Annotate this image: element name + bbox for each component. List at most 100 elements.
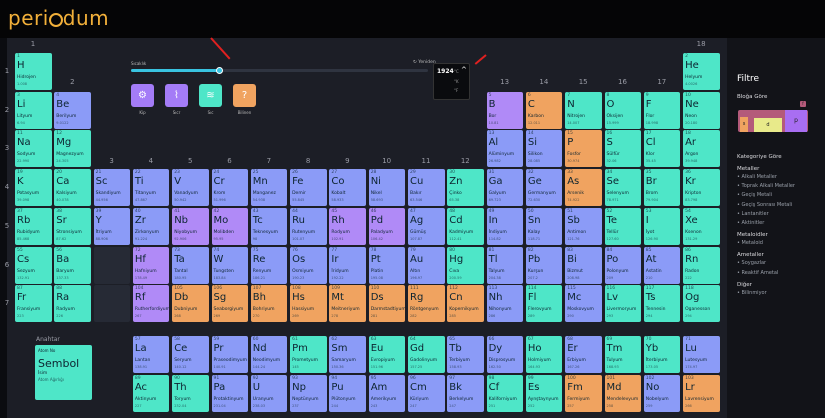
element-f[interactable]: 9 F Flor 18.998 [643, 91, 681, 129]
element-rg[interactable]: 111 Rg Röntgenyum 282 [408, 285, 445, 323]
element-ce[interactable]: 58 Ce Seryum 140.12 [172, 336, 209, 373]
element-cd[interactable]: 48 Cd Kadmiyum 112.41 [447, 207, 484, 245]
element-lu[interactable]: 71 Lu Lutesyum 174.97 [683, 336, 720, 373]
element-he[interactable]: 2 He Helyum 4.0026 [683, 53, 720, 90]
unit-fahrenheit[interactable]: °F [454, 88, 459, 93]
element-bk[interactable]: 97 Bk Berkelyum 247 [447, 374, 484, 412]
element-tl[interactable]: 81 Tl Talyum 204.38 [486, 246, 524, 284]
element-th[interactable]: 90 Th Toryum 232.04 [172, 374, 209, 412]
element-pa[interactable]: 91 Pa Protaktinyum 231.04 [211, 374, 248, 412]
element-as[interactable]: 33 As Arsenik 74.922 [565, 169, 602, 207]
element-u[interactable]: 92 U Uranyum 238.03 [250, 374, 288, 412]
element-sc[interactable]: 21 Sc Skandiyum 44.956 [93, 169, 131, 207]
element-lr[interactable]: 103 Lr Lavrensiyum 266 [683, 374, 720, 412]
element-gd[interactable]: 64 Gd Gadolinyum 157.25 [408, 336, 445, 373]
element-si[interactable]: 14 Si Silikon 28.085 [525, 130, 563, 168]
element-cl[interactable]: 17 Cl Klor 35.45 [643, 130, 681, 168]
element-mc[interactable]: 115 Mc Moskovyum 290 [565, 285, 602, 323]
element-rf[interactable]: 104 Rf Rutherfordiyum 267 [132, 285, 170, 323]
element-n[interactable]: 7 N Nitrojen 14.007 [565, 91, 602, 129]
category-filter-item[interactable]: • Geçiş Sonrası Metali [737, 201, 793, 208]
unit-kelvin[interactable]: °K [454, 79, 459, 84]
category-filter-item[interactable]: • Bilinmiyor [737, 289, 767, 296]
element-yb[interactable]: 70 Yb İterbiyum 173.05 [643, 336, 681, 373]
element-nd[interactable]: 60 Nd Neodimyum 144.24 [250, 336, 288, 373]
element-pb[interactable]: 82 Pb Kurşun 207.2 [525, 246, 563, 284]
element-rb[interactable]: 37 Rb Rubidyum 85.468 [15, 207, 52, 245]
element-se[interactable]: 34 Se Selenyum 78.971 [604, 169, 641, 207]
element-hg[interactable]: 80 Hg Cıva 200.59 [447, 246, 484, 284]
element-ne[interactable]: 10 Ne Neon 20.180 [683, 91, 720, 129]
element-md[interactable]: 101 Md Mendelevyum 258 [604, 374, 641, 412]
element-la[interactable]: 57 La Lantan 138.91 [132, 336, 170, 373]
view-button-0[interactable]: ⚙ [131, 84, 154, 107]
element-ag[interactable]: 47 Ag Gümüş 107.87 [408, 207, 445, 245]
element-o[interactable]: 8 O Oksijen 15.999 [604, 91, 641, 129]
element-ba[interactable]: 56 Ba Baryum 137.33 [54, 246, 91, 284]
year-display[interactable]: 1924 °C ^ °K °F [433, 63, 470, 100]
element-b[interactable]: 5 B Bor 10.81 [486, 91, 524, 129]
element-mg[interactable]: 12 Mg Magnezyum 24.305 [54, 130, 91, 168]
element-na[interactable]: 11 Na Sodyum 22.990 [15, 130, 52, 168]
app-logo[interactable]: peri dum [8, 6, 110, 30]
element-os[interactable]: 76 Os Osmiyum 190.23 [290, 246, 327, 284]
element-ta[interactable]: 73 Ta Tantal 180.95 [172, 246, 209, 284]
element-br[interactable]: 35 Br Brom 79.904 [643, 169, 681, 207]
element-er[interactable]: 68 Er Erbiyum 167.26 [565, 336, 602, 373]
element-nh[interactable]: 113 Nh Nihonyum 286 [486, 285, 524, 323]
element-dy[interactable]: 66 Dy Disprosyum 162.50 [486, 336, 524, 373]
element-cs[interactable]: 55 Cs Sezyum 132.91 [15, 246, 52, 284]
element-ra[interactable]: 88 Ra Radyum 226 [54, 285, 91, 323]
element-pd[interactable]: 46 Pd Paladyum 106.42 [368, 207, 406, 245]
reset-button[interactable]: ↻ Yeniden [413, 60, 436, 65]
element-i[interactable]: 53 I İyot 126.90 [643, 207, 681, 245]
element-cf[interactable]: 98 Cf Kaliforniyum 251 [486, 374, 524, 412]
element-ds[interactable]: 110 Ds Darmstadtiyum 281 [368, 285, 406, 323]
element-ca[interactable]: 20 Ca Kalsiyum 40.078 [54, 169, 91, 207]
element-tm[interactable]: 69 Tm Tulyum 168.93 [604, 336, 641, 373]
element-nb[interactable]: 41 Nb Niyobyum 92.906 [172, 207, 209, 245]
element-am[interactable]: 95 Am Amerikyum 243 [368, 374, 406, 412]
element-cn[interactable]: 112 Cn Kopernikyum 285 [447, 285, 484, 323]
element-tc[interactable]: 43 Tc Teknesyum 98 [250, 207, 288, 245]
element-lv[interactable]: 116 Lv Livermoryum 293 [604, 285, 641, 323]
element-fe[interactable]: 26 Fe Demir 55.845 [290, 169, 327, 207]
element-ni[interactable]: 28 Ni Nikel 58.693 [368, 169, 406, 207]
element-pr[interactable]: 59 Pr Praseodimyum 140.91 [211, 336, 248, 373]
element-au[interactable]: 79 Au Altın 196.97 [408, 246, 445, 284]
element-ti[interactable]: 22 Ti Titanyum 47.867 [132, 169, 170, 207]
element-re[interactable]: 75 Re Renyum 186.21 [250, 246, 288, 284]
element-xe[interactable]: 54 Xe Ksenon 131.29 [683, 207, 720, 245]
element-pu[interactable]: 94 Pu Plütonyum 244 [329, 374, 366, 412]
element-w[interactable]: 74 W Tungsten 183.84 [211, 246, 248, 284]
element-cr[interactable]: 24 Cr Krom 51.996 [211, 169, 248, 207]
element-mn[interactable]: 25 Mn Manganez 54.938 [250, 169, 288, 207]
element-db[interactable]: 105 Db Dubniyum 268 [172, 285, 209, 323]
element-pm[interactable]: 61 Pm Prometyum 145 [290, 336, 327, 373]
element-ru[interactable]: 44 Ru Rutenyum 101.07 [290, 207, 327, 245]
element-fl[interactable]: 114 Fl Flerovyum 289 [525, 285, 563, 323]
element-ge[interactable]: 32 Ge Germanyum 72.630 [525, 169, 563, 207]
view-button-3[interactable]: ? [233, 84, 256, 107]
element-bh[interactable]: 107 Bh Bohriyum 270 [250, 285, 288, 323]
element-ar[interactable]: 18 Ar Argon 39.948 [683, 130, 720, 168]
unit-celsius[interactable]: °C [454, 69, 459, 74]
element-es[interactable]: 99 Es Aynştaynyum 252 [525, 374, 563, 412]
element-kr[interactable]: 36 Kr Kripton 83.798 [683, 169, 720, 207]
element-pt[interactable]: 78 Pt Platin 195.08 [368, 246, 406, 284]
element-be[interactable]: 4 Be Berilyum 9.0122 [54, 91, 91, 129]
category-filter-item[interactable]: • Reaktif Ametal [737, 269, 779, 276]
element-no[interactable]: 102 No Nobelyum 259 [643, 374, 681, 412]
chevron-up-icon[interactable]: ^ [461, 66, 467, 74]
element-cu[interactable]: 29 Cu Bakır 63.546 [408, 169, 445, 207]
element-po[interactable]: 84 Po Polonyum 209 [604, 246, 641, 284]
element-mt[interactable]: 109 Mt Meitneriyum 278 [329, 285, 366, 323]
element-v[interactable]: 23 V Vanadyum 50.942 [172, 169, 209, 207]
view-button-1[interactable]: ⌇ [165, 84, 188, 107]
element-li[interactable]: 3 Li Lityum 6.94 [15, 91, 52, 129]
element-fm[interactable]: 100 Fm Fermiyum 257 [565, 374, 602, 412]
element-s[interactable]: 16 S Sülfür 32.06 [604, 130, 641, 168]
element-p[interactable]: 15 P Fosfor 30.974 [565, 130, 602, 168]
element-y[interactable]: 39 Y İtriyum 88.906 [93, 207, 131, 245]
block-s-button[interactable]: s [740, 117, 748, 132]
